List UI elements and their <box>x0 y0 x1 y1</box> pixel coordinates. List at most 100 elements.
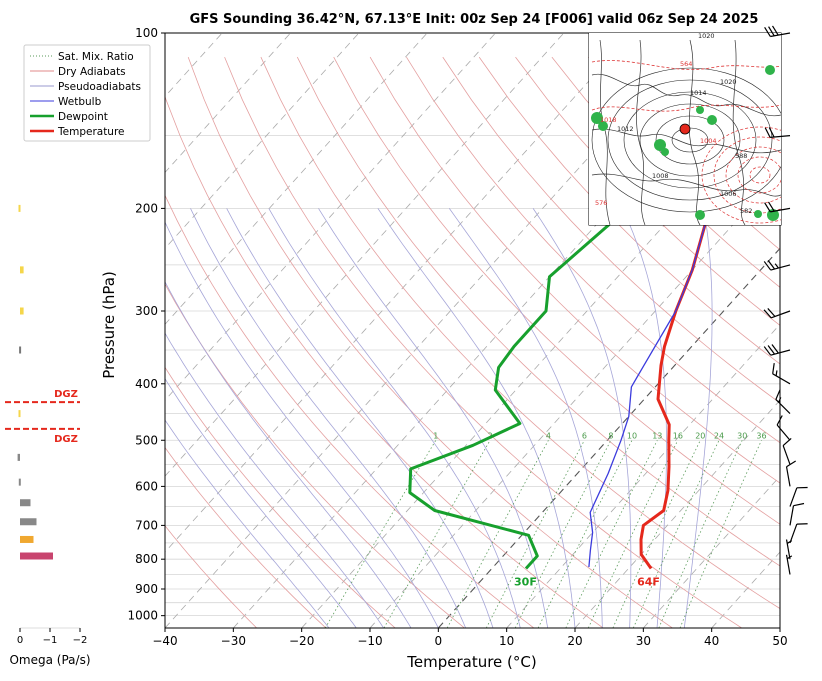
mixing-ratio-label: 1 <box>433 431 438 440</box>
precip-area <box>707 115 717 125</box>
wind-barb <box>785 460 796 487</box>
omega-bar <box>19 346 22 354</box>
pseudoadiabat <box>165 280 412 628</box>
mixing-ratio-line <box>658 440 743 628</box>
wind-barb <box>789 523 808 544</box>
legend-label: Sat. Mix. Ratio <box>58 51 134 63</box>
legend-label: Pseudoadiabats <box>58 81 141 93</box>
isotherm-line <box>301 95 780 628</box>
mixing-ratio-line <box>679 440 762 628</box>
dgz-label: DGZ <box>54 389 78 400</box>
x-tick-label: −30 <box>221 634 246 648</box>
surface-dewpoint-label: 30F <box>514 576 537 589</box>
map-isobar <box>607 79 773 201</box>
map-contour-label: 1020 <box>720 78 737 86</box>
map-isobar <box>655 115 725 165</box>
dry-adiabat <box>165 95 604 628</box>
y-tick-label: 100 <box>135 26 158 40</box>
map-contour-label: 1018 <box>600 116 617 124</box>
dry-adiabat <box>165 194 535 628</box>
omega-bar <box>20 518 37 526</box>
pseudoadiabat <box>377 208 576 628</box>
omega-bar <box>20 535 34 543</box>
dry-adiabat <box>224 56 742 628</box>
mixing-ratio-label: 16 <box>673 431 683 440</box>
wind-barb <box>789 502 805 526</box>
mixing-ratio-label: 20 <box>695 431 705 440</box>
y-tick-label: 600 <box>135 479 158 493</box>
map-boundary <box>591 128 781 154</box>
precip-area <box>654 139 666 151</box>
map-contour-label: 1006 <box>720 190 737 198</box>
isotherm-line <box>233 33 770 628</box>
omega-bar <box>18 410 21 418</box>
dry-adiabat <box>187 56 673 628</box>
mixing-ratio-label: 24 <box>714 431 724 440</box>
background-lines <box>165 33 780 628</box>
omega-tick-label: −2 <box>73 635 88 646</box>
map-contour-label: 564 <box>680 60 692 68</box>
map-contour-label: 588 <box>735 152 747 160</box>
omega-axis-label: Omega (Pa/s) <box>9 653 90 667</box>
pseudoadiabat <box>226 208 494 628</box>
omega-bar <box>18 478 21 486</box>
precip-area <box>598 121 608 131</box>
x-axis-ticks: −40 −30 −20 −10 0 10 20 30 40 50 <box>152 628 788 648</box>
location-marker <box>679 123 691 135</box>
mixing-ratio-label: 6 <box>582 431 587 440</box>
pseudoadiabat <box>165 221 439 628</box>
map-height-contour <box>591 104 781 112</box>
isotherm-line <box>165 33 633 553</box>
legend-label: Dewpoint <box>58 111 108 123</box>
dry-adiabat <box>165 366 396 628</box>
dry-adiabat <box>442 56 780 404</box>
wind-barb <box>775 389 791 415</box>
y-tick-label: 900 <box>135 582 158 596</box>
y-tick-label: 200 <box>135 201 158 215</box>
precip-area <box>661 148 669 156</box>
pseudoadiabat <box>165 377 357 628</box>
x-tick-label: 20 <box>567 634 582 648</box>
y-axis-ticks: 100 200 300 400 500 600 700 800 900 1000 <box>127 26 165 623</box>
pseudoadiabat <box>448 208 603 628</box>
map-height-contour <box>591 60 781 70</box>
precip-area <box>765 65 775 75</box>
isotherm-line <box>643 475 780 628</box>
dgz-label: DGZ <box>54 434 78 445</box>
map-contour-label: 1012 <box>617 125 634 133</box>
mixing-ratio-label: 8 <box>608 431 613 440</box>
wind-barb <box>764 201 791 213</box>
dry-adiabat <box>296 56 780 567</box>
isotherm-line <box>165 33 701 628</box>
pseudoadiabat <box>318 208 549 628</box>
legend-label: Temperature <box>57 126 125 138</box>
dry-adiabat <box>515 56 780 326</box>
precip-area <box>591 112 603 124</box>
omega-bar <box>18 204 21 212</box>
map-height-contour <box>725 146 781 204</box>
dry-adiabat <box>260 56 780 610</box>
wind-barb <box>764 25 791 38</box>
map-boundary <box>591 173 781 197</box>
map-boundary <box>636 39 646 225</box>
legend: Sat. Mix. Ratio Dry Adiabats Pseudoadiabat… <box>23 44 151 142</box>
wind-barb <box>785 554 793 575</box>
y-tick-label: 400 <box>135 377 158 391</box>
map-contour-label: 1020 <box>698 32 715 40</box>
wind-barb <box>785 539 793 560</box>
mixing-ratio-line <box>446 440 549 628</box>
mixing-ratio-label: 13 <box>652 431 662 440</box>
y-tick-label: 800 <box>135 552 158 566</box>
dry-adiabat <box>165 283 465 628</box>
legend-box <box>23 44 151 142</box>
pseudoadiabat <box>268 208 521 628</box>
x-tick-label: 10 <box>499 634 514 648</box>
map-boundary <box>688 39 701 225</box>
wind-barb <box>764 127 791 138</box>
map-contour-label: 1008 <box>652 172 669 180</box>
mixing-ratio-label: 10 <box>627 431 637 440</box>
pseudoadiabat <box>165 419 330 628</box>
legend-label: Dry Adiabats <box>58 66 126 78</box>
mixing-ratio-line <box>632 440 720 628</box>
